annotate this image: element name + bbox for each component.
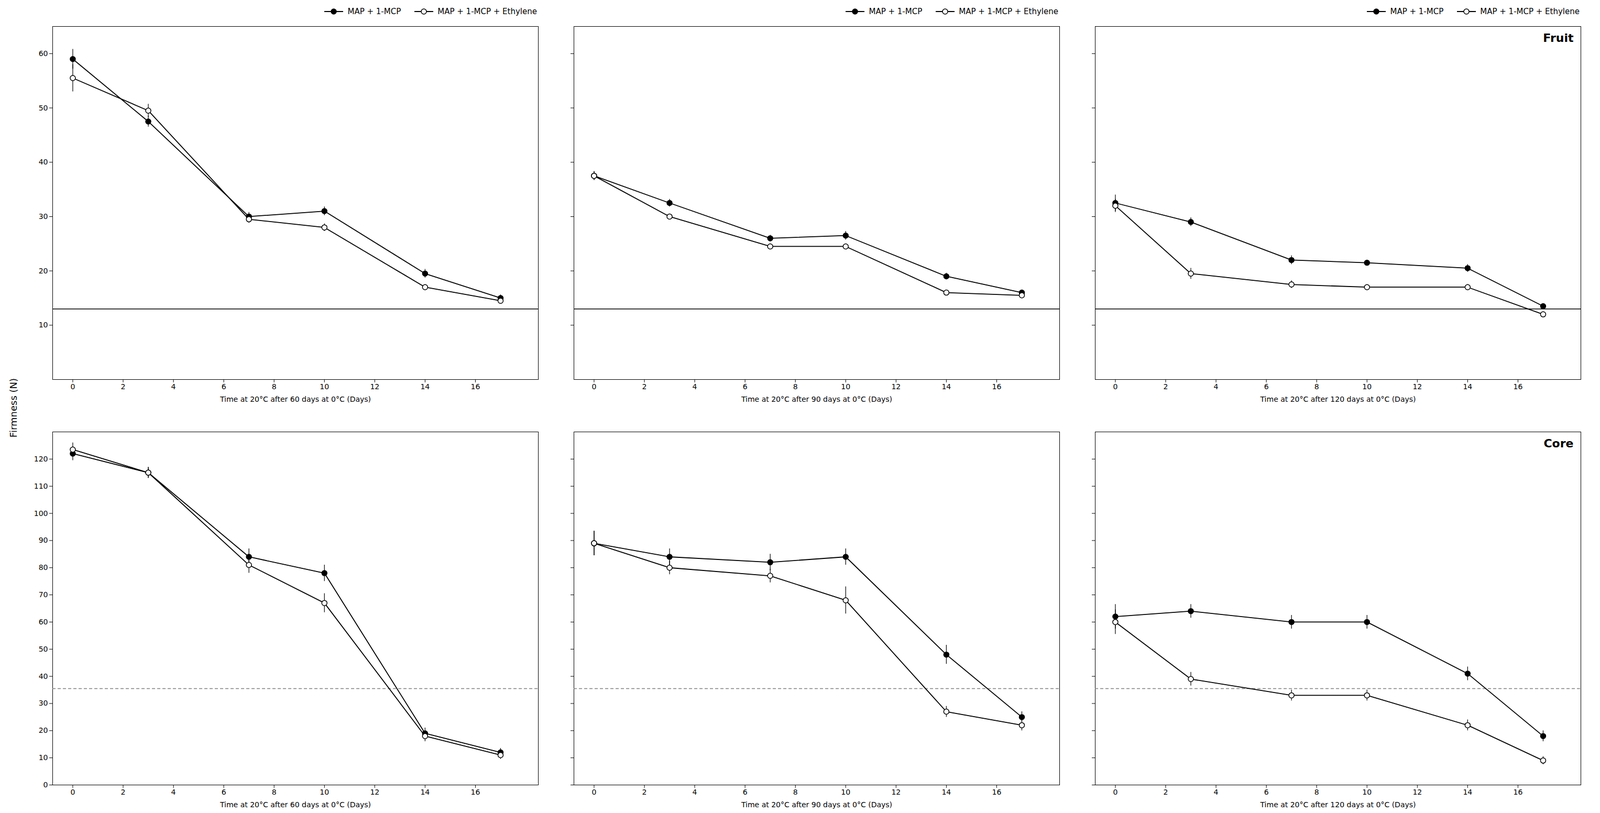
svg-text:0: 0 — [1112, 787, 1118, 797]
svg-text:Time at 20°C after 90 days at: Time at 20°C after 90 days at 0°C (Days) — [740, 800, 893, 809]
svg-text:14: 14 — [1462, 382, 1473, 391]
svg-text:16: 16 — [992, 787, 1002, 797]
svg-text:90: 90 — [38, 535, 49, 545]
svg-text:16: 16 — [992, 382, 1002, 391]
html-text:MAP + 1-MCP + Ethylene: MAP + 1-MCP + Ethylene — [958, 6, 1059, 17]
svg-text:20: 20 — [38, 726, 49, 735]
svg-text:14: 14 — [420, 787, 430, 797]
svg-text:14: 14 — [1462, 787, 1473, 797]
svg-text:12: 12 — [891, 787, 901, 797]
svg-text:70: 70 — [38, 590, 49, 599]
svg-text:6: 6 — [742, 787, 748, 797]
svg-text:Time at 20°C after 60 days at: Time at 20°C after 60 days at 0°C (Days) — [219, 800, 371, 809]
svg-text:80: 80 — [38, 563, 49, 572]
svg-text:6: 6 — [221, 787, 227, 797]
svg-text:10: 10 — [840, 382, 851, 391]
html-text:MAP + 1-MCP + Ethylene: MAP + 1-MCP + Ethylene — [1480, 6, 1580, 17]
svg-text:0: 0 — [591, 787, 597, 797]
svg-text:12: 12 — [369, 382, 380, 391]
svg-text:6: 6 — [742, 382, 748, 391]
svg-text:2: 2 — [1163, 787, 1169, 797]
svg-text:10: 10 — [840, 787, 851, 797]
svg-text:2: 2 — [642, 382, 648, 391]
svg-text:10: 10 — [319, 787, 330, 797]
svg-text:30: 30 — [38, 698, 49, 708]
svg-text:120: 120 — [34, 454, 49, 464]
svg-text:16: 16 — [470, 382, 481, 391]
svg-text:0: 0 — [70, 787, 75, 797]
svg-text:Core: Core — [1543, 436, 1574, 451]
svg-text:0: 0 — [591, 382, 597, 391]
svg-text:4: 4 — [171, 382, 177, 391]
svg-text:16: 16 — [470, 787, 481, 797]
svg-text:30: 30 — [38, 212, 49, 221]
svg-text:4: 4 — [1213, 787, 1219, 797]
svg-text:60: 60 — [38, 617, 49, 627]
svg-text:10: 10 — [1362, 787, 1372, 797]
svg-text:110: 110 — [34, 481, 49, 491]
svg-text:10: 10 — [38, 753, 49, 762]
svg-text:4: 4 — [692, 382, 698, 391]
svg-text:10: 10 — [319, 382, 330, 391]
svg-text:2: 2 — [121, 787, 126, 797]
svg-text:0: 0 — [1112, 382, 1118, 391]
svg-text:Time at 20°C after 120 days at: Time at 20°C after 120 days at 0°C (Days… — [1259, 800, 1416, 809]
svg-text:8: 8 — [793, 382, 798, 391]
svg-text:50: 50 — [38, 644, 49, 654]
svg-text:Time at 20°C after 90 days at: Time at 20°C after 90 days at 0°C (Days) — [740, 395, 893, 404]
svg-text:12: 12 — [891, 382, 901, 391]
svg-text:40: 40 — [38, 672, 49, 681]
svg-text:0: 0 — [43, 780, 49, 789]
svg-text:12: 12 — [1412, 382, 1422, 391]
html-text:Firmness (N): Firmness (N) — [7, 378, 19, 438]
svg-text:14: 14 — [941, 382, 951, 391]
svg-text:4: 4 — [692, 787, 698, 797]
svg-text:2: 2 — [1163, 382, 1169, 391]
html-text:MAP + 1-MCP: MAP + 1-MCP — [1390, 6, 1444, 17]
svg-text:8: 8 — [1314, 787, 1320, 797]
svg-text:16: 16 — [1513, 382, 1523, 391]
html-text:MAP + 1-MCP + Ethylene: MAP + 1-MCP + Ethylene — [437, 6, 538, 17]
svg-text:50: 50 — [38, 103, 49, 113]
html-text:MAP + 1-MCP: MAP + 1-MCP — [347, 6, 401, 17]
svg-text:0: 0 — [70, 382, 75, 391]
svg-text:4: 4 — [1213, 382, 1219, 391]
svg-text:12: 12 — [369, 787, 380, 797]
svg-text:16: 16 — [1513, 787, 1523, 797]
svg-text:20: 20 — [38, 266, 49, 276]
svg-text:4: 4 — [171, 787, 177, 797]
svg-text:6: 6 — [1264, 787, 1269, 797]
svg-text:2: 2 — [642, 787, 648, 797]
svg-text:2: 2 — [121, 382, 126, 391]
svg-text:40: 40 — [38, 157, 49, 167]
svg-text:8: 8 — [271, 382, 277, 391]
svg-text:6: 6 — [221, 382, 227, 391]
svg-text:Time at 20°C after 60 days at: Time at 20°C after 60 days at 0°C (Days) — [219, 395, 371, 404]
svg-text:8: 8 — [271, 787, 277, 797]
svg-text:10: 10 — [1362, 382, 1372, 391]
svg-text:6: 6 — [1264, 382, 1269, 391]
svg-text:12: 12 — [1412, 787, 1422, 797]
svg-text:60: 60 — [38, 49, 49, 58]
html-text:MAP + 1-MCP: MAP + 1-MCP — [868, 6, 923, 17]
svg-text:100: 100 — [34, 509, 49, 518]
svg-text:Time at 20°C after 120 days at: Time at 20°C after 120 days at 0°C (Days… — [1259, 395, 1416, 404]
svg-text:10: 10 — [38, 320, 49, 330]
svg-text:8: 8 — [1314, 382, 1320, 391]
svg-text:14: 14 — [420, 382, 430, 391]
svg-text:14: 14 — [941, 787, 951, 797]
svg-text:Fruit: Fruit — [1542, 31, 1574, 45]
svg-text:8: 8 — [793, 787, 798, 797]
